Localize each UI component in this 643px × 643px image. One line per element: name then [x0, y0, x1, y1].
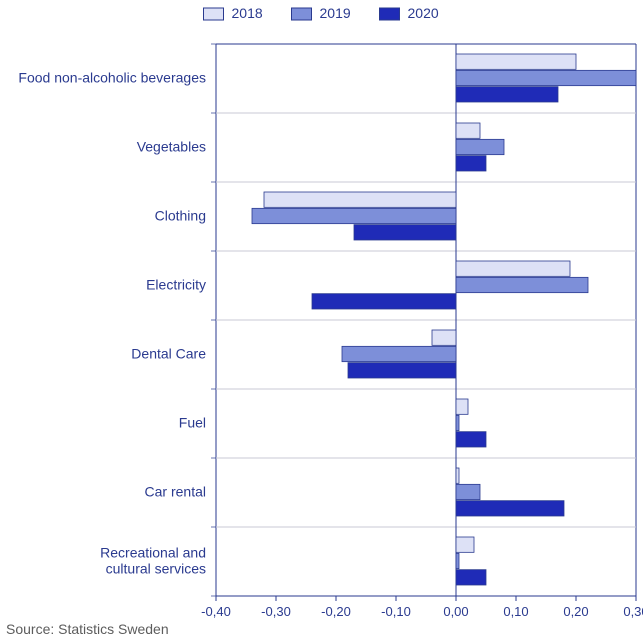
bar-2020	[456, 156, 486, 171]
chart-container: 2018 2019 2020 -0,40 -0,30 -0,20 -0,10 0,00 0,10…	[0, 0, 643, 643]
bar-2018	[456, 123, 480, 138]
bar-2020	[354, 225, 456, 240]
x-tick-label: 0,10	[503, 604, 528, 619]
source-text: Source: Statistics Sweden	[6, 621, 169, 637]
category-label: Car rental	[145, 484, 206, 500]
chart-svg: 2018 2019 2020 -0,40 -0,30 -0,20 -0,10 0,00 0,10…	[0, 0, 643, 643]
x-tick-label: 0,00	[443, 604, 468, 619]
legend-swatch-2018	[204, 8, 224, 20]
bar-2019	[456, 277, 588, 292]
bar-2020	[456, 501, 564, 516]
category-label: Recreational and	[100, 545, 206, 561]
bar-2019	[456, 484, 480, 499]
x-tick-label: -0,40	[201, 604, 231, 619]
bar-2019	[456, 70, 636, 85]
category-label: cultural services	[106, 561, 206, 577]
category-label: Dental Care	[131, 346, 206, 362]
bar-2020	[456, 87, 558, 102]
bar-2018	[456, 261, 570, 276]
category-label: Electricity	[146, 277, 206, 293]
bar-2018	[456, 537, 474, 552]
bar-2020	[312, 294, 456, 309]
x-tick-label: -0,30	[261, 604, 291, 619]
legend-swatch-2020	[380, 8, 400, 20]
bar-2019	[252, 208, 456, 223]
bar-2019	[456, 415, 459, 430]
bar-2019	[456, 139, 504, 154]
bar-2020	[456, 570, 486, 585]
bar-2019	[342, 346, 456, 361]
bar-2018	[456, 54, 576, 69]
bar-2018	[456, 399, 468, 414]
category-label: Fuel	[179, 415, 206, 431]
x-tick-label: 0,30	[623, 604, 643, 619]
bar-2018	[264, 192, 456, 207]
bar-2018	[432, 330, 456, 345]
legend-label-2019: 2019	[320, 5, 351, 21]
bar-2020	[348, 363, 456, 378]
bar-2018	[456, 468, 459, 483]
legend-swatch-2019	[292, 8, 312, 20]
legend-label-2018: 2018	[232, 5, 263, 21]
bar-2020	[456, 432, 486, 447]
category-label: Clothing	[155, 208, 206, 224]
x-tick-label: 0,20	[563, 604, 588, 619]
x-tick-label: -0,10	[381, 604, 411, 619]
legend-label-2020: 2020	[408, 5, 439, 21]
category-label: Vegetables	[137, 139, 206, 155]
bar-2019	[456, 553, 459, 568]
category-label: Food non-alcoholic beverages	[18, 70, 206, 86]
x-tick-label: -0,20	[321, 604, 351, 619]
